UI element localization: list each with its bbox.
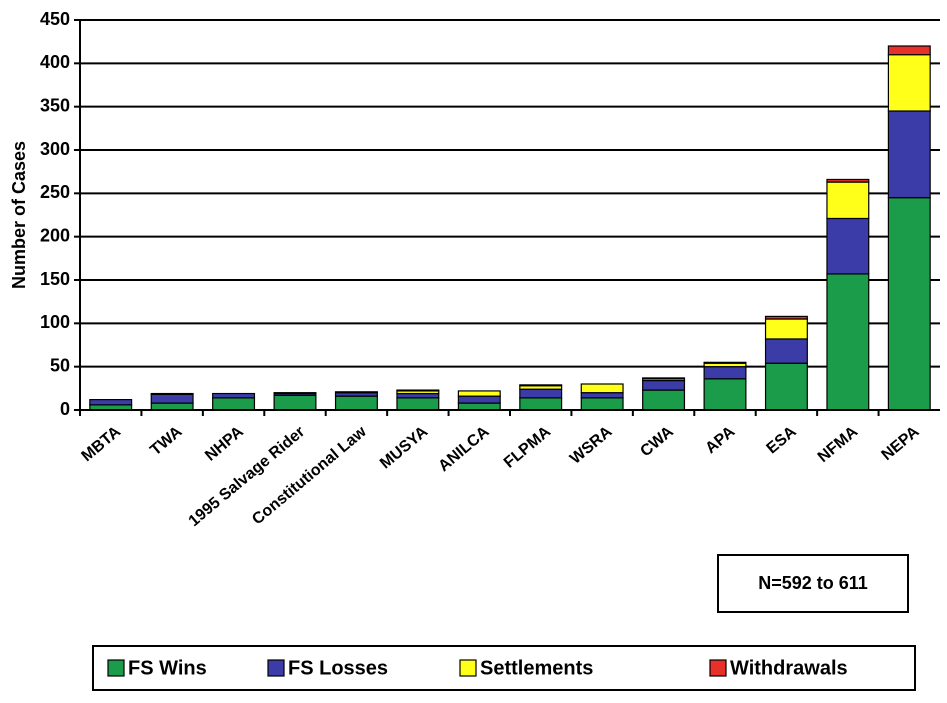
bar-segment [150,393,194,404]
bar-segment [703,361,747,364]
bar-segment [396,389,440,392]
y-tick-label: 350 [40,95,70,115]
bar-segment [273,394,317,411]
bar-segment [764,318,808,340]
bar-segment [334,395,378,411]
bar-segment [212,397,256,411]
bar-segment [826,181,870,220]
bar-segment [826,178,870,183]
bar-segment [826,273,870,411]
bar-segment [457,395,501,404]
bar-segment [396,392,440,399]
legend-swatch [267,659,285,677]
y-tick-label: 50 [50,355,70,375]
legend-label: FS Losses [288,657,388,679]
x-tick-label: ESA [764,423,800,457]
bar-segment [887,110,931,199]
bar-segment [642,377,686,380]
legend-swatch [709,659,727,677]
bar-segment [89,399,133,406]
bar-segment [212,392,256,399]
legend-label: Settlements [480,657,593,679]
bar-segment [519,384,563,387]
x-tick-label: Constitutional Law [249,423,370,528]
bar-segment [764,362,808,411]
x-tick-label: NHPA [202,423,247,465]
x-tick-label: FLPMA [501,423,554,472]
x-tick-label: NEPA [878,423,922,464]
legend-swatch [459,659,477,677]
bar-segment [457,402,501,411]
bar-segment [764,315,808,320]
y-axis-label: Number of Cases [9,141,29,289]
y-tick-label: 150 [40,269,70,289]
bar-segment [519,388,563,399]
y-tick-label: 450 [40,9,70,29]
bar-segment [703,366,747,380]
y-tick-label: 300 [40,139,70,159]
bar-segment [580,397,624,411]
y-tick-label: 0 [60,399,70,419]
x-tick-label: 1995 Salvage Rider [186,423,309,530]
bar-segment [580,392,624,399]
x-tick-label: MBTA [79,423,125,465]
bar-segment [642,389,686,411]
bar-segment [887,54,931,112]
bar-segment [150,402,194,411]
bar-segment [519,397,563,411]
bar-segment [887,197,931,411]
bar-segment [273,392,317,395]
legend-label: FS Wins [128,657,207,679]
bar-segment [150,392,194,395]
bar-segment [642,379,686,391]
y-tick-label: 100 [40,312,70,332]
x-tick-label: WSRA [567,423,616,468]
bar-segment [396,397,440,411]
x-tick-label: TWA [147,423,186,459]
legend-box [92,645,916,691]
bar-segment [826,217,870,275]
bar-segment [887,45,931,56]
x-tick-label: MUSYA [377,423,431,473]
bar-segment [764,338,808,364]
x-tick-label: ANILCA [435,423,493,475]
legend-label: Withdrawals [730,657,848,679]
bar-segment [334,391,378,394]
legend-swatch [107,659,125,677]
bar-segment [703,378,747,411]
y-tick-label: 200 [40,225,70,245]
x-tick-label: CWA [637,423,677,460]
y-tick-label: 400 [40,52,70,72]
x-tick-label: APA [702,423,738,457]
y-tick-label: 250 [40,182,70,202]
annotation: N=592 to 611 [758,573,868,593]
bar-segment [457,390,501,397]
x-tick-label: NFMA [815,423,862,466]
annotation-box [717,554,909,613]
bar-segment [580,383,624,394]
